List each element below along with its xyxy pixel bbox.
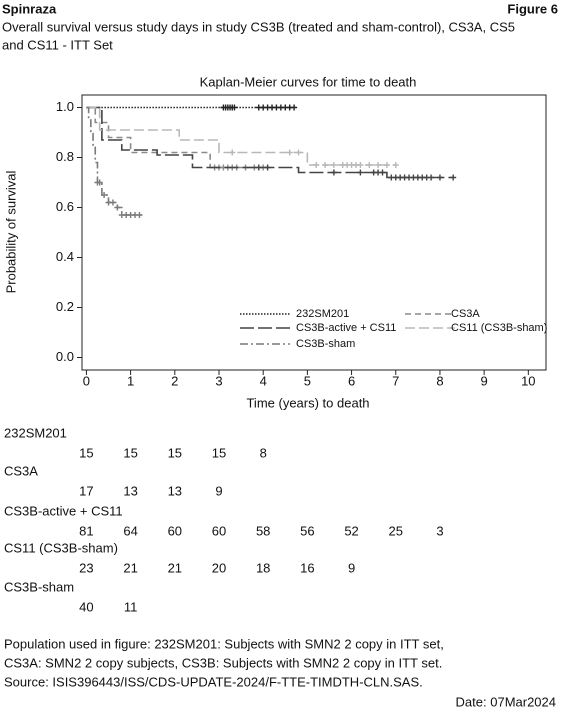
censor-mark <box>375 162 382 168</box>
caption: Overall survival versus study days in st… <box>2 19 515 34</box>
x-tick-label: 5 <box>304 373 311 388</box>
y-axis-label: Probability of survival <box>3 170 18 293</box>
legend-label: CS3A <box>451 308 480 320</box>
risk-count: 21 <box>123 560 137 575</box>
survival-curve <box>86 106 142 216</box>
risk-count: 11 <box>124 599 138 614</box>
plot-frame <box>81 94 547 371</box>
censor-mark <box>286 149 293 156</box>
x-axis-label: Time (years) to death <box>246 395 369 410</box>
date: Date: 07Mar2024 <box>456 694 556 709</box>
footnote: Population used in figure: 232SM201: Sub… <box>4 636 444 651</box>
risk-count: 81 <box>79 523 93 538</box>
y-tick-label: 0.2 <box>56 299 74 314</box>
x-tick-label: 7 <box>392 373 399 388</box>
censor-mark <box>109 199 116 206</box>
risk-count: 23 <box>79 560 93 575</box>
risk-row-name: CS3B-sham <box>4 579 74 594</box>
censor-mark <box>255 164 262 171</box>
risk-count: 40 <box>79 599 93 614</box>
risk-row-name: CS3B-active + CS11 <box>4 503 123 518</box>
risk-count: 13 <box>168 483 182 498</box>
censor-mark <box>231 104 238 111</box>
survival-curve <box>86 106 396 166</box>
censor-mark <box>357 162 364 168</box>
x-tick-label: 9 <box>481 373 488 388</box>
censor-mark <box>114 204 121 211</box>
censor-mark <box>136 212 143 218</box>
censor-mark <box>101 192 108 198</box>
censor-mark <box>428 174 435 181</box>
risk-count: 21 <box>168 560 182 575</box>
censor-mark <box>330 169 337 176</box>
risk-row-name: CS3A <box>4 463 38 478</box>
risk-count: 60 <box>168 523 182 538</box>
censor-mark <box>295 149 302 156</box>
risk-count: 3 <box>436 523 443 538</box>
risk-count: 15 <box>168 445 182 460</box>
legend-label: CS11 (CS3B-sham) <box>451 322 547 334</box>
risk-row-name: 232SM201 <box>4 425 67 440</box>
x-tick-label: 2 <box>171 373 178 388</box>
risk-count: 58 <box>256 523 270 538</box>
risk-count: 60 <box>212 523 226 538</box>
risk-count: 15 <box>123 445 137 460</box>
header-right: Figure 6 <box>507 1 558 16</box>
censor-mark <box>322 162 329 168</box>
risk-count: 8 <box>260 445 267 460</box>
censor-mark <box>366 162 373 168</box>
x-tick-label: 4 <box>260 373 267 388</box>
risk-count: 20 <box>212 560 226 575</box>
x-tick-label: 6 <box>348 373 355 388</box>
risk-count: 25 <box>389 523 403 538</box>
censor-mark <box>291 104 298 111</box>
censor-mark <box>436 174 443 181</box>
censor-mark <box>96 179 103 186</box>
x-tick-label: 1 <box>127 373 134 388</box>
caption: and CS11 - ITT Set <box>2 37 113 52</box>
risk-count: 15 <box>79 445 93 460</box>
risk-count: 15 <box>212 445 226 460</box>
x-tick-label: 3 <box>215 373 222 388</box>
risk-count: 18 <box>256 560 270 575</box>
y-tick-label: 0.8 <box>56 149 74 164</box>
risk-count: 56 <box>300 523 314 538</box>
risk-row-name: CS11 (CS3B-sham) <box>4 540 118 555</box>
risk-count: 9 <box>348 560 355 575</box>
legend-label: CS3B-active + CS11 <box>296 322 396 334</box>
risk-count: 64 <box>123 523 137 538</box>
x-tick-label: 0 <box>83 373 90 388</box>
risk-count: 13 <box>123 483 137 498</box>
risk-count: 17 <box>79 483 93 498</box>
risk-count: 52 <box>344 523 358 538</box>
chart-title: Kaplan-Meier curves for time to death <box>200 74 417 89</box>
survival-curve <box>86 106 268 169</box>
censor-mark <box>313 162 320 168</box>
censor-mark <box>264 164 271 171</box>
legend-label: CS3B-sham <box>296 338 355 350</box>
footnote: Source: ISIS396443/ISS/CDS-UPDATE-2024/F… <box>4 674 423 689</box>
censor-mark <box>450 174 457 181</box>
legend-label: 232SM201 <box>296 308 349 320</box>
x-tick-label: 10 <box>521 373 535 388</box>
y-tick-label: 0.6 <box>56 199 74 214</box>
y-tick-label: 0.4 <box>56 249 74 264</box>
censor-mark <box>392 162 399 168</box>
censor-mark <box>330 162 337 168</box>
x-tick-label: 8 <box>436 373 443 388</box>
risk-count: 16 <box>300 560 314 575</box>
y-tick-label: 0.0 <box>56 349 74 364</box>
censor-mark <box>383 162 390 168</box>
y-tick-label: 1.0 <box>56 99 74 114</box>
censor-mark <box>357 169 364 176</box>
footnote: CS3A: SMN2 2 copy subjects, CS3B: Subjec… <box>4 655 442 670</box>
risk-count: 9 <box>215 483 222 498</box>
censor-mark <box>229 149 236 156</box>
header-left: Spinraza <box>2 1 57 16</box>
censor-mark <box>379 169 386 176</box>
